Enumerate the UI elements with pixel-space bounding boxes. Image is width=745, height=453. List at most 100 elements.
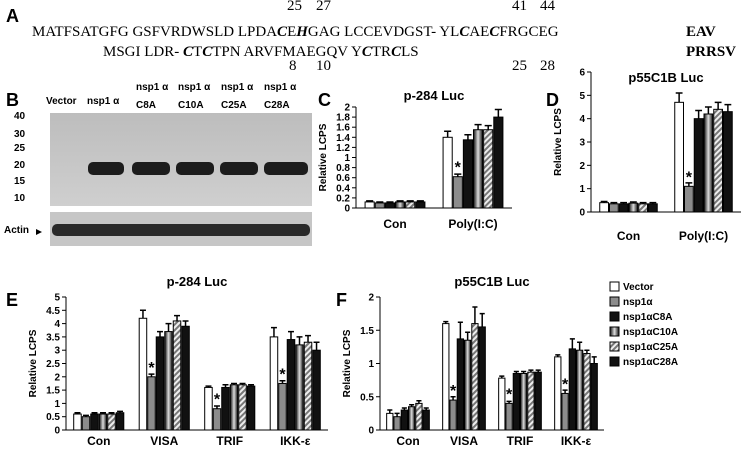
error-bar	[205, 385, 212, 388]
y-axis-label: Relative LCPS	[553, 108, 564, 176]
bar	[73, 413, 82, 431]
bar	[155, 336, 165, 431]
legend-label: Vector	[623, 282, 654, 293]
sequence: MSGI LDR- CTCTPN ARVFMAEGQV YCTRCLS	[103, 44, 419, 60]
error-bar	[704, 106, 712, 114]
bar	[147, 376, 156, 431]
error-bar	[279, 380, 286, 384]
residues: AE	[469, 24, 489, 40]
error-bar	[416, 399, 422, 404]
position: 44	[540, 0, 556, 14]
y-tick-label: 2	[368, 293, 374, 304]
bar	[471, 323, 479, 431]
error-bar	[270, 326, 277, 337]
bar	[498, 377, 506, 431]
bar	[98, 413, 108, 431]
y-tick-label: 5	[54, 293, 60, 304]
residues: GAG LCCEVDGST- Y	[308, 24, 450, 40]
mw-marker: 20	[14, 160, 26, 171]
bar	[462, 139, 473, 209]
bar	[303, 341, 313, 431]
x-tick-label: Poly(I:C)	[448, 217, 497, 231]
y-tick-label: 1.8	[336, 113, 350, 124]
residues: L	[450, 24, 459, 40]
x-tick-label: IKK-ε	[280, 434, 311, 448]
bar	[478, 326, 486, 431]
significance: *	[148, 360, 155, 377]
error-bar	[464, 134, 472, 140]
residues: FRGCEG	[499, 24, 558, 40]
error-bar	[139, 309, 146, 319]
bar	[534, 371, 542, 431]
y-tick-label: 0	[54, 426, 60, 437]
y-tick-label: 1.5	[360, 326, 374, 337]
bar	[269, 336, 279, 431]
bar	[583, 353, 591, 431]
bar	[386, 412, 394, 431]
y-tick-label: 2	[579, 161, 585, 172]
bar	[164, 331, 173, 431]
y-tick-label: 2.5	[46, 359, 60, 370]
y-tick-label: 4	[54, 319, 60, 330]
error-bar	[288, 330, 294, 340]
residues: MSGI LDR-	[103, 44, 183, 60]
error-bar	[513, 370, 519, 374]
bar	[473, 129, 484, 209]
error-bar	[555, 354, 561, 357]
residues: MATFSATGFG GSFVRDWSLD LPDA	[32, 24, 277, 40]
y-tick-label: 0	[579, 208, 585, 219]
error-bar	[484, 124, 492, 130]
error-bar	[401, 407, 407, 411]
bar	[464, 339, 472, 431]
error-bar	[724, 103, 732, 112]
error-bar	[591, 356, 597, 364]
panel-label: E	[6, 290, 18, 310]
error-bar	[472, 306, 478, 324]
residues: H	[295, 24, 309, 40]
bar	[449, 399, 457, 431]
panel-label: F	[336, 290, 347, 310]
error-bar	[376, 201, 384, 203]
bar	[181, 325, 190, 431]
error-bar	[562, 389, 568, 394]
y-tick-label: 4.5	[46, 306, 60, 317]
bar	[505, 402, 513, 431]
y-tick-label: 1	[344, 153, 350, 164]
position: 10	[316, 58, 331, 74]
mw-marker: 25	[14, 143, 26, 154]
error-bar	[409, 403, 415, 407]
bar	[107, 413, 116, 431]
error-bar	[117, 410, 124, 413]
y-tick-label: 4	[579, 114, 585, 125]
legend-label: nsp1αC10A	[623, 327, 678, 338]
lane-label: C8A	[136, 100, 156, 111]
y-tick-label: 1	[368, 359, 374, 370]
y-tick-label: 3	[54, 346, 60, 357]
bar	[576, 349, 584, 431]
bar	[568, 348, 576, 431]
y-tick-label: 1	[579, 184, 585, 195]
significance: *	[214, 392, 221, 409]
chart-title: p55C1B Luc	[454, 274, 529, 289]
mw-marker: 10	[14, 193, 26, 204]
virus-name: PRRSV	[686, 44, 736, 60]
bar	[115, 412, 125, 431]
bar	[628, 202, 639, 213]
bar	[609, 203, 619, 213]
residues: E	[287, 24, 296, 40]
lane-label: C28A	[264, 100, 290, 111]
bar	[238, 384, 247, 431]
bar	[442, 136, 453, 209]
x-tick-label: VISA	[450, 434, 478, 448]
bar	[405, 201, 416, 209]
lane-label: nsp1 α	[264, 82, 297, 93]
error-bar	[174, 314, 181, 321]
error-bar	[394, 412, 400, 417]
bar	[278, 382, 287, 431]
bar	[204, 386, 213, 431]
bar	[456, 338, 465, 431]
bar	[172, 320, 182, 431]
x-tick-label: TRIF	[216, 434, 243, 448]
